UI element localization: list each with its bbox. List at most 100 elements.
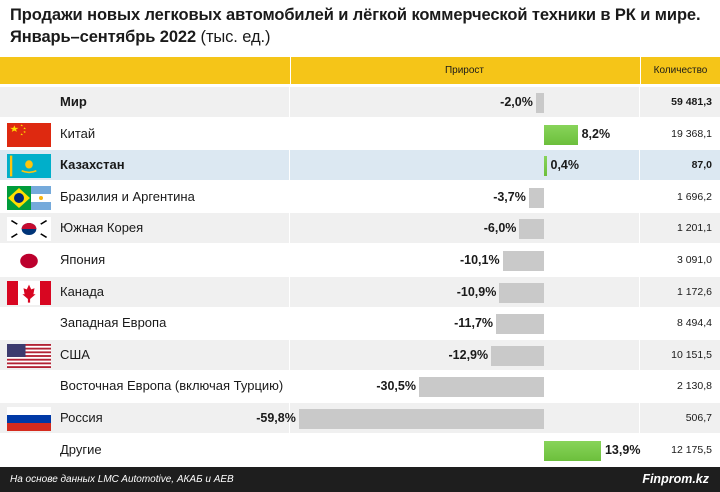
data-bar — [496, 314, 544, 335]
category-label: Канада — [60, 283, 105, 299]
usa-flag-icon — [7, 343, 51, 368]
column-divider — [639, 150, 640, 181]
data-bar — [418, 377, 544, 398]
data-bar — [502, 251, 544, 271]
title-unit: (тыс. ед.) — [200, 28, 271, 46]
category-label: Россия — [60, 410, 103, 425]
quantity-column-header: Количество — [640, 57, 720, 84]
quantity-label: 1 201,1 — [676, 222, 712, 235]
brand-logo: Finprom.kz — [642, 472, 709, 486]
category-label: Мир — [60, 94, 87, 109]
bar-chart: Мир -2,0% 59 481,3 Китай 8,2% 19 368,1 Казахст… — [0, 87, 720, 467]
category-label: Западная Европа — [60, 315, 167, 331]
value-label: -6,0% — [483, 221, 517, 236]
value-label: 13,9% — [604, 442, 641, 457]
chart-row: Канада -10,9% 1 172,6 — [0, 276, 720, 307]
column-divider — [639, 403, 640, 433]
chart-title: Продажи новых легковых автомобилей и лёг… — [10, 4, 710, 48]
column-divider — [639, 181, 640, 212]
title-line-1: Продажи новых легковых автомобилей и лёг… — [10, 6, 701, 24]
russia-flag-icon — [7, 407, 51, 431]
category-label: Восточная Европа (включая Турцию) — [60, 378, 284, 394]
column-divider — [639, 276, 640, 307]
column-divider — [639, 434, 640, 465]
table-header: Прирост Количество — [0, 57, 720, 84]
chart-row: Казахстан 0,4% 87,0 — [0, 150, 720, 181]
value-label: -10,1% — [459, 253, 500, 267]
chart-row: Бразилия и Аргентина -3,7% 1 696,2 — [0, 181, 720, 212]
value-label: -3,7% — [493, 189, 526, 204]
chart-row: Другие 13,9% 12 175,5 — [0, 434, 720, 465]
title-line-2: Январь–сентябрь 2022 (тыс. ед.) — [10, 26, 710, 48]
japan-flag-icon — [7, 249, 51, 273]
south-korea-flag-icon — [7, 217, 51, 242]
column-divider — [289, 339, 290, 370]
title-period: Январь–сентябрь 2022 — [10, 28, 197, 46]
column-divider — [289, 371, 290, 402]
category-label: Южная Корея — [60, 220, 144, 236]
column-divider — [639, 213, 640, 244]
column-divider — [639, 118, 640, 149]
category-label: Казахстан — [60, 157, 125, 173]
source-note: На основе данных LMC Automotive, АКАБ и … — [10, 474, 234, 485]
brazil-argentina-flag-icon — [7, 185, 51, 210]
data-bar — [528, 187, 544, 208]
category-label: Китай — [60, 125, 96, 141]
category-label: США — [60, 346, 90, 362]
column-divider — [289, 276, 290, 307]
value-label: -30,5% — [376, 379, 416, 394]
column-divider — [289, 245, 290, 275]
canada-flag-icon — [7, 280, 51, 305]
category-label: Япония — [60, 252, 106, 267]
value-label: -11,7% — [454, 316, 494, 331]
column-divider — [289, 181, 290, 212]
quantity-label: 87,0 — [691, 159, 712, 172]
quantity-label: 1 172,6 — [676, 285, 712, 298]
growth-column-header: Прирост — [290, 57, 638, 84]
column-divider — [639, 339, 640, 370]
column-divider — [289, 308, 290, 339]
chart-row: Япония -10,1% 3 091,0 — [0, 245, 720, 275]
value-label: 8,2% — [581, 126, 611, 141]
column-divider — [289, 213, 290, 244]
column-divider — [289, 403, 290, 433]
column-divider — [289, 87, 290, 117]
quantity-label: 3 091,0 — [676, 254, 712, 266]
value-label: -10,9% — [456, 284, 497, 299]
footer: На основе данных LMC Automotive, АКАБ и … — [0, 467, 720, 492]
data-bar — [491, 345, 544, 366]
quantity-label: 1 696,2 — [676, 190, 712, 203]
quantity-label: 12 175,5 — [671, 443, 712, 456]
data-bar — [544, 440, 601, 461]
column-divider — [639, 308, 640, 339]
data-bar — [544, 124, 578, 145]
column-divider — [289, 434, 290, 465]
chart-row: Южная Корея -6,0% 1 201,1 — [0, 213, 720, 244]
quantity-label: 59 481,3 — [671, 96, 712, 108]
column-divider — [289, 150, 290, 181]
value-label: -2,0% — [500, 95, 533, 109]
quantity-label: 10 151,5 — [671, 348, 712, 361]
quantity-label: 506,7 — [685, 412, 712, 424]
chart-row: Мир -2,0% 59 481,3 — [0, 87, 720, 117]
chart-row: США -12,9% 10 151,5 — [0, 339, 720, 370]
china-flag-icon — [7, 122, 51, 147]
chart-row: Западная Европа -11,7% 8 494,4 — [0, 308, 720, 339]
column-divider — [639, 245, 640, 275]
chart-row: Китай 8,2% 19 368,1 — [0, 118, 720, 149]
quantity-label: 2 130,8 — [676, 380, 712, 393]
data-bar — [535, 93, 544, 113]
category-label: Другие — [60, 441, 102, 457]
value-label: -12,9% — [448, 347, 489, 362]
column-divider — [289, 118, 290, 149]
data-bar — [298, 409, 544, 429]
data-bar — [519, 219, 544, 240]
quantity-label: 8 494,4 — [676, 317, 712, 330]
value-label: -59,8% — [256, 411, 296, 425]
column-divider — [639, 371, 640, 402]
chart-row: Россия -59,8% 506,7 — [0, 403, 720, 433]
data-bar — [544, 156, 547, 177]
chart-row: Восточная Европа (включая Турцию) -30,5% 2… — [0, 371, 720, 402]
data-bar — [499, 282, 544, 303]
category-label: Бразилия и Аргентина — [60, 188, 195, 204]
